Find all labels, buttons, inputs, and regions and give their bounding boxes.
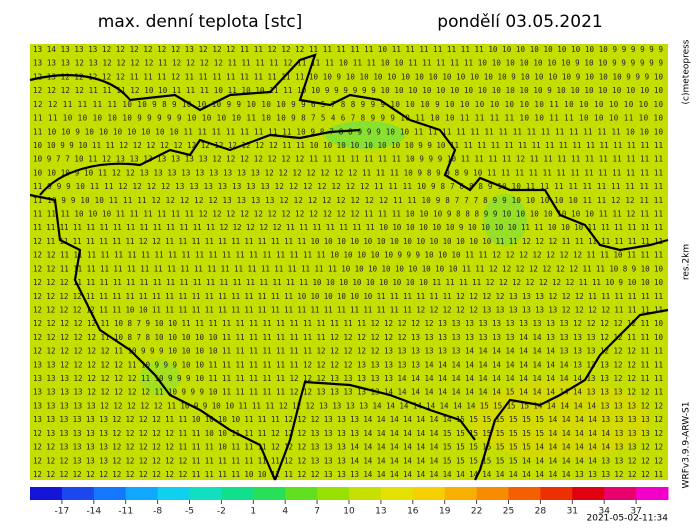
colorbar-segment <box>540 487 573 500</box>
colorbar-segment <box>253 487 286 500</box>
colorbar-segment <box>157 487 190 500</box>
grid-row: 12 12 12 11 11 11 11 11 11 11 11 11 11 1… <box>33 278 663 287</box>
cold-area <box>483 194 527 246</box>
grid-row: 12 12 11 11 11 11 10 10 9 8 9 10 10 10 9… <box>33 100 663 109</box>
colorbar-label: 4 <box>282 507 288 517</box>
colorbar-label: 1 <box>250 507 256 517</box>
map-title: max. denní teplota [stc] <box>98 12 302 32</box>
colorbar-segment <box>221 487 254 500</box>
colorbar-segment <box>189 487 222 500</box>
colorbar-segment <box>444 487 478 500</box>
value-grid: 13 14 13 13 13 12 12 12 12 12 12 13 12 1… <box>33 45 663 479</box>
grid-row: 13 13 13 13 13 13 12 12 12 12 11 11 10 1… <box>33 415 663 424</box>
timestamp: 2021-05-02-11:34 <box>587 514 669 524</box>
grid-row: 11 10 9 9 10 10 11 11 11 12 12 12 12 12 … <box>33 196 663 205</box>
grid-row: 13 13 13 12 12 12 12 12 11 10 9 9 9 10 1… <box>33 374 663 383</box>
grid-row: 13 13 13 12 13 12 12 12 12 11 12 12 12 1… <box>33 59 663 68</box>
colorbar-label: 13 <box>375 507 386 517</box>
grid-row: 12 12 12 12 12 11 10 8 7 9 10 10 11 11 1… <box>33 319 663 328</box>
colorbar-segment <box>125 487 159 500</box>
grid-row: 12 13 13 13 13 13 12 12 12 12 12 11 11 1… <box>33 429 663 438</box>
colorbar-segment <box>285 487 318 500</box>
colorbar-label: 19 <box>439 507 451 517</box>
colorbar-label: 10 <box>343 507 355 517</box>
model-name: WRFv3.9.9-ARW-S1 <box>682 402 692 489</box>
grid-row: 12 12 12 12 12 11 11 10 10 11 11 11 11 1… <box>33 305 663 314</box>
colorbar-segment <box>476 487 509 500</box>
colorbar-segment <box>30 487 63 500</box>
colorbar-label: -5 <box>185 507 194 517</box>
grid-row: 12 12 11 11 11 11 11 11 11 11 11 11 11 1… <box>33 251 663 260</box>
colorbar-segment <box>572 487 605 500</box>
grid-row: 12 12 13 13 13 13 12 12 12 12 12 11 11 1… <box>33 443 663 452</box>
grid-row: 13 13 13 13 12 12 12 12 12 11 10 9 9 9 1… <box>33 388 663 397</box>
grid-row: 11 11 11 10 10 10 11 11 11 11 11 11 12 1… <box>33 210 663 219</box>
colorbar-label: 31 <box>567 507 578 517</box>
grid-row: 10 9 7 7 10 11 12 13 13 13 13 13 13 13 1… <box>33 155 663 164</box>
grid-row: 11 11 11 11 11 11 11 11 11 11 11 11 11 1… <box>33 223 663 232</box>
grid-row: 13 14 13 13 13 12 12 12 12 12 12 13 12 1… <box>33 45 663 54</box>
colorbar-segment <box>508 487 541 500</box>
colorbar-segment <box>380 487 414 500</box>
grid-row: 12 12 12 12 12 12 12 12 12 12 12 12 11 1… <box>33 470 663 479</box>
grid-row: 13 13 13 13 13 12 12 12 12 12 11 10 9 9 … <box>33 401 663 410</box>
colorbar-label: 34 <box>598 507 610 517</box>
grid-row: 13 13 12 12 12 12 12 11 10 9 9 9 10 10 1… <box>33 360 663 369</box>
colorbar-segment <box>412 487 446 500</box>
grid-row: 12 13 12 12 12 12 12 11 11 11 12 11 11 1… <box>33 72 663 81</box>
grid-row: 12 12 12 13 13 13 12 12 12 12 12 12 11 1… <box>33 456 663 465</box>
colorbar-label: -8 <box>153 507 162 517</box>
grid-row: 12 12 11 11 11 11 11 11 11 11 11 11 11 1… <box>33 264 663 273</box>
colorbar-label: 16 <box>407 507 419 517</box>
colorbar-label: -2 <box>217 507 226 517</box>
map-area: 13 14 13 13 13 12 12 12 12 12 12 13 12 1… <box>29 44 669 481</box>
grid-row: 12 12 12 12 12 12 11 10 9 9 9 10 10 10 1… <box>33 347 663 356</box>
grid-row: 12 12 12 12 12 11 10 8 7 8 10 10 10 10 1… <box>33 333 663 342</box>
colorbar-label: -11 <box>118 507 133 517</box>
grid-row: 12 12 12 12 11 11 11 12 10 10 11 11 11 1… <box>33 86 663 95</box>
colorbar: -17 -14 -11 -8 -5 -2 1 4 7 10 13 16 19 22 25 28 31 34 37 <box>30 487 669 517</box>
grid-row: 11 11 10 10 10 10 10 9 9 9 9 9 10 10 10 … <box>33 114 663 123</box>
colorbar-segment <box>604 487 637 500</box>
grid-row: 11 9 9 9 10 11 11 12 12 12 12 13 13 13 1… <box>33 182 663 191</box>
grid-row: 10 10 10 9 10 11 12 12 13 13 13 13 13 13… <box>33 168 663 177</box>
copyright: (c)meteopress <box>682 39 692 104</box>
grid-row: 12 12 12 12 11 11 11 11 11 11 11 11 11 1… <box>33 292 663 301</box>
colorbar-segment <box>93 487 127 500</box>
colorbar-label: 22 <box>471 507 482 517</box>
border-line <box>29 53 669 481</box>
map-date: pondělí 03.05.2021 <box>437 12 602 32</box>
cold-area <box>325 121 405 149</box>
colorbar-segment <box>317 487 350 500</box>
colorbar-label: -14 <box>86 507 101 517</box>
resolution: res.2km <box>682 244 692 280</box>
colorbar-segment <box>349 487 382 500</box>
colorbar-label: 7 <box>314 507 320 517</box>
grid-row: 12 11 11 11 11 11 11 11 12 12 11 11 11 1… <box>33 237 663 246</box>
colorbar-label: -17 <box>55 507 70 517</box>
colorbar-label: 28 <box>535 507 547 517</box>
colorbar-label: 25 <box>503 507 514 517</box>
grid-row: 10 10 9 9 10 11 11 12 12 12 12 12 12 12 … <box>33 141 663 150</box>
colorbar-segment <box>636 487 669 500</box>
colorbar-segment <box>61 487 95 500</box>
colorbar-label: 37 <box>630 507 641 517</box>
